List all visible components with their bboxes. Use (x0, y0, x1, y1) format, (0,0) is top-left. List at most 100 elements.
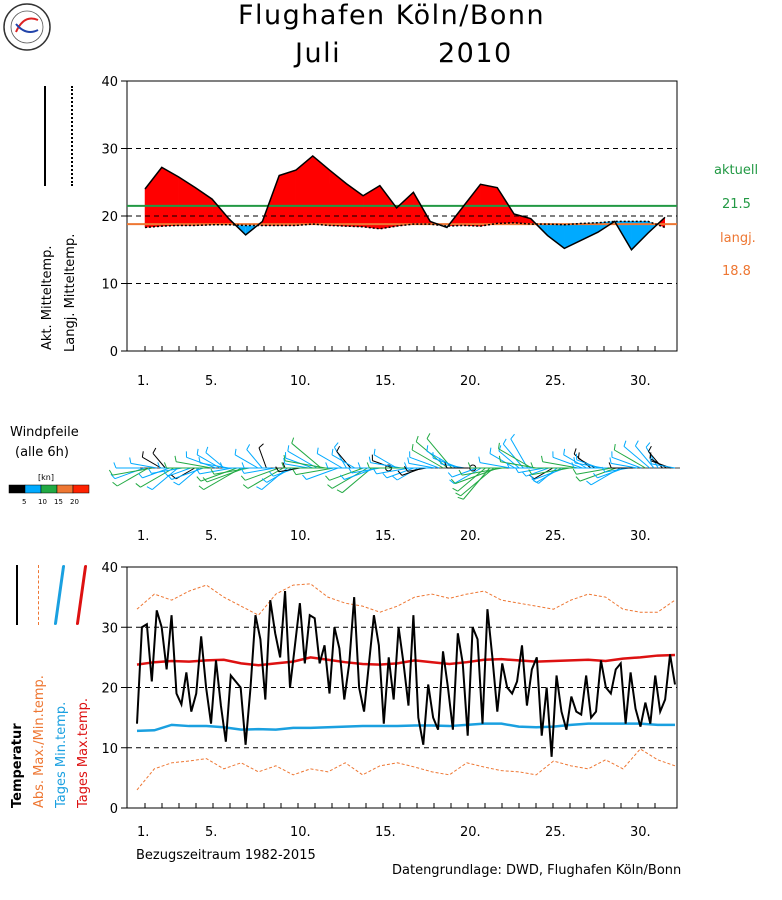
wind-barb (167, 474, 172, 480)
series-temperature (136, 591, 676, 757)
wind-barb (196, 476, 202, 482)
x-tick-label: 5. (205, 825, 217, 840)
wind-barb (283, 454, 286, 462)
wind-barb (357, 462, 361, 469)
wind-arrow (623, 446, 651, 469)
wind-barb (138, 473, 143, 479)
wind-arrow (171, 467, 204, 480)
x-tick-label: 1. (137, 374, 149, 389)
warm-anomaly-area (312, 155, 330, 226)
wind-barb (268, 471, 274, 477)
wind-barb (439, 457, 442, 464)
wind-scale-swatch (8, 484, 26, 494)
wind-arrow (455, 467, 499, 485)
wind-arrow (576, 467, 612, 475)
y-tick-label: 10 (101, 278, 118, 293)
wind-barb (316, 447, 319, 454)
wind-barb (372, 468, 377, 475)
wind-arrow (411, 449, 444, 469)
wind-arrow (142, 456, 162, 469)
wind-arrow (460, 467, 495, 497)
wind-arrow (140, 467, 174, 488)
wind-barb (110, 473, 116, 480)
wind-barb (202, 477, 208, 483)
warm-anomaly-area (144, 166, 163, 228)
wind-barb (573, 448, 577, 455)
wind-barb (645, 442, 651, 448)
wind-barb (586, 480, 592, 486)
wind-barb (531, 478, 537, 483)
x-tick-label: 20. (460, 529, 481, 544)
wind-barb (450, 478, 456, 484)
wind-barb (467, 462, 471, 469)
legend-line-solid (44, 86, 54, 186)
wind-barb (601, 466, 606, 473)
wind-barb (210, 468, 215, 475)
wind-barb (205, 446, 209, 453)
wind-barb (348, 467, 353, 474)
x-tick-label: 5. (205, 529, 217, 544)
wind-barb (444, 462, 448, 469)
wind-arrow (604, 467, 629, 473)
wind-barb (242, 484, 249, 489)
wind-arrow (552, 456, 583, 469)
wind-barb (447, 472, 453, 478)
wind-scale-swatch (56, 484, 74, 494)
wind-barb (281, 462, 285, 469)
wind-arrow (114, 467, 145, 480)
legend-temp-label: Temperatur (10, 723, 25, 808)
wind-barb (563, 448, 566, 455)
wind-arrow (199, 467, 233, 475)
wind-barb (426, 445, 429, 452)
wind-barb (261, 478, 268, 483)
wind-arrow (651, 463, 676, 469)
wind-arrow (213, 467, 250, 475)
series-longterm-mean (144, 220, 666, 230)
wind-arrow (284, 463, 309, 469)
wind-barb (173, 481, 179, 486)
wind-barb (366, 462, 370, 469)
wind-arrow (452, 467, 478, 478)
wind-arrow (258, 447, 267, 469)
wind-barb (608, 462, 612, 469)
wind-barb (275, 466, 280, 473)
wind-barb (336, 489, 343, 494)
wind-barb (577, 452, 580, 459)
wind-arrow (151, 467, 179, 490)
wind-arrow (408, 462, 435, 469)
wind-arrow (306, 467, 339, 480)
wind-barb (258, 443, 264, 449)
wind-arrow (285, 460, 326, 469)
wind-barb (292, 469, 297, 475)
wind-arrow (333, 446, 347, 469)
wind-arrow (453, 467, 482, 485)
wind-arrow (130, 462, 157, 469)
warm-anomaly-area (379, 184, 397, 230)
wind-arrow (614, 449, 646, 469)
wind-barb (649, 457, 652, 464)
legend-abs-label: Abs. Max./Min.temp. (32, 675, 47, 808)
x-tick-label: 25. (545, 374, 566, 389)
wind-arrow (336, 451, 352, 469)
wind-barb (530, 462, 534, 469)
wind-barb (529, 474, 535, 480)
legend-langj-value: 18.8 (722, 264, 751, 279)
wind-arrow (243, 467, 275, 474)
wind-barb (147, 468, 152, 474)
wind-barb (141, 451, 144, 458)
wind-arrow (510, 438, 528, 469)
wind-barb (452, 487, 459, 492)
wind-arrow (489, 453, 516, 469)
wind-arrow (440, 463, 465, 469)
wind-barb (623, 440, 627, 447)
wind-barb (282, 462, 286, 469)
station-logo (2, 2, 52, 52)
wind-barb (648, 445, 652, 452)
wind-barb (506, 462, 510, 469)
y-tick-label: 30 (101, 143, 118, 158)
wind-arrow (200, 462, 229, 469)
y-tick-label: 30 (101, 621, 118, 636)
wind-barb (455, 492, 462, 497)
wind-barb (510, 433, 515, 440)
x-tick-label: 20. (460, 374, 481, 389)
